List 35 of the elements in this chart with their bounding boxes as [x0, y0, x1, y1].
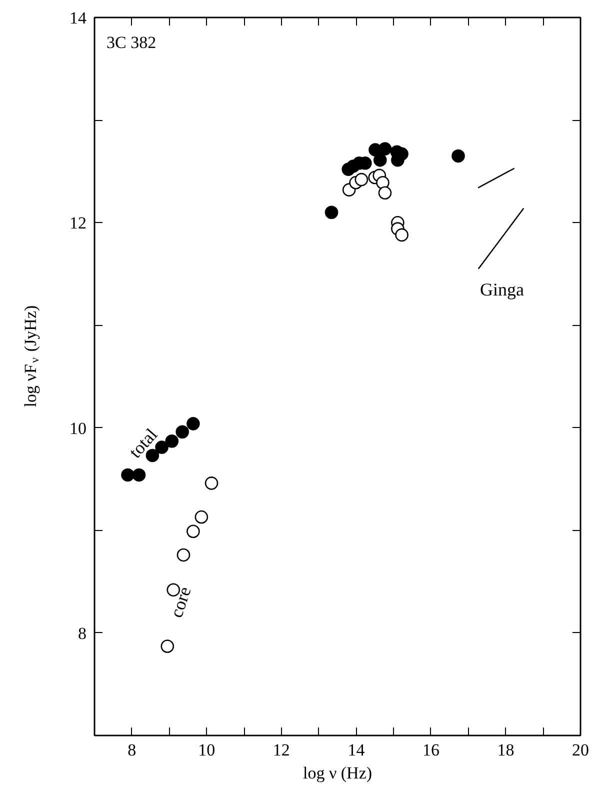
point: [121, 468, 134, 482]
point: [132, 468, 146, 482]
point: [186, 417, 200, 430]
y-tick-label: 14: [70, 8, 87, 28]
point: [194, 510, 208, 524]
point: [376, 176, 390, 190]
annotation: total: [125, 424, 162, 462]
x-tick-label: 14: [348, 740, 366, 760]
point: [324, 206, 338, 220]
annotation: Ginga: [480, 279, 524, 300]
point: [176, 548, 190, 562]
y-tick-label: 12: [70, 214, 86, 233]
point: [176, 425, 190, 439]
annotation: core: [166, 584, 195, 620]
x-tick-label: 10: [198, 740, 216, 760]
point: [373, 153, 387, 167]
x-tick-label: 20: [572, 740, 589, 760]
point: [378, 142, 392, 156]
point: [354, 172, 368, 186]
point: [378, 186, 392, 200]
point: [165, 434, 179, 448]
point: [186, 524, 200, 538]
y-tick-label: 10: [70, 418, 86, 438]
y-axis-title: log νFν (JyHz): [21, 305, 42, 408]
y-tick-label: 8: [78, 624, 86, 643]
point: [204, 476, 218, 490]
point: [452, 149, 465, 163]
x-axis-title: log ν (Hz): [302, 764, 372, 782]
point: [395, 228, 408, 242]
text: 3C 382: [106, 33, 156, 52]
x-tick-label: 8: [128, 740, 136, 760]
x-tick-label: 18: [497, 740, 514, 760]
point: [160, 640, 174, 653]
x-tick-label: 16: [422, 740, 440, 760]
x-tick-label: 12: [272, 740, 290, 760]
